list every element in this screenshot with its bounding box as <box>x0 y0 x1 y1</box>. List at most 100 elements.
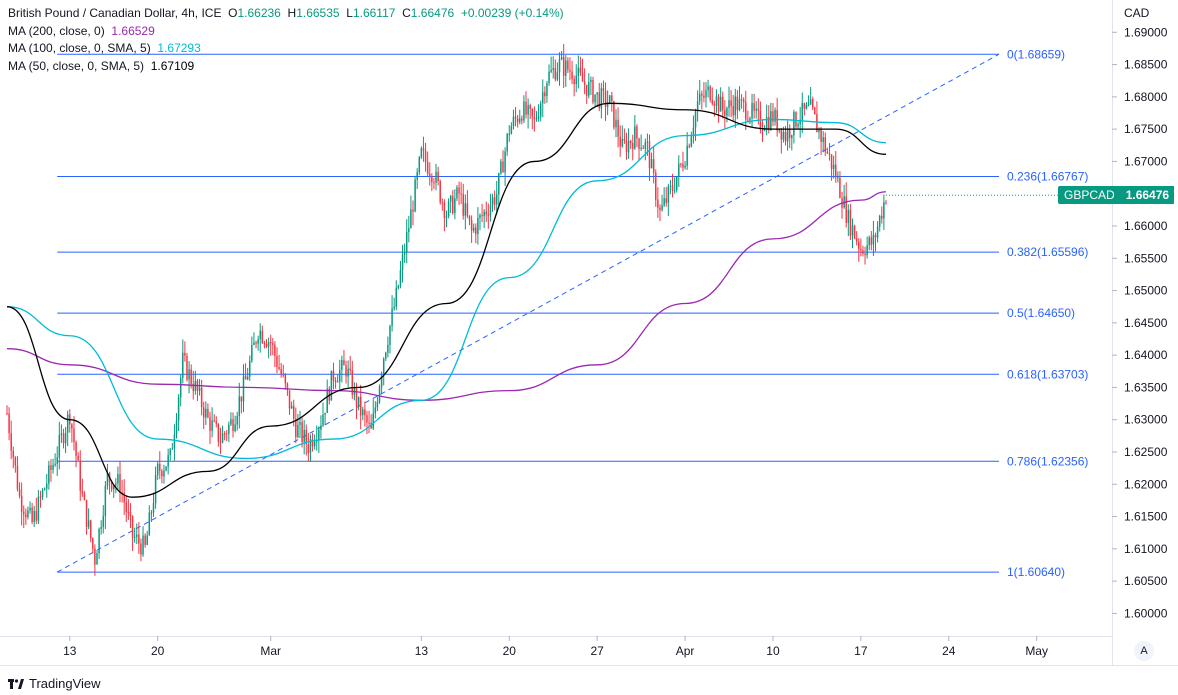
candle-body <box>747 119 749 121</box>
candle-body <box>397 285 400 288</box>
candle-body <box>671 185 674 191</box>
candle-body <box>374 407 377 414</box>
candle-body <box>562 57 565 76</box>
candle-body <box>43 488 46 490</box>
candle-body <box>217 423 220 442</box>
candle-body <box>364 409 366 416</box>
candle-body <box>516 118 519 123</box>
candle-body <box>71 424 73 429</box>
candle-body <box>416 172 418 180</box>
candle-body <box>732 105 734 116</box>
candle-body <box>575 75 577 85</box>
x-tick-label: 24 <box>942 644 956 658</box>
candle-body <box>675 176 678 191</box>
candle-body <box>138 534 140 544</box>
candle-body <box>629 140 632 143</box>
fib-level-label: 0(1.68659) <box>1007 47 1065 61</box>
candle-body <box>604 90 607 107</box>
candle-body <box>849 209 852 236</box>
candle-body <box>31 507 33 522</box>
candle-body <box>529 105 531 109</box>
candle-body <box>493 197 496 205</box>
candle-body <box>583 81 586 85</box>
candle-body <box>881 215 883 219</box>
candle-body <box>136 534 138 537</box>
candle-body <box>198 387 201 391</box>
indicator-ma100[interactable]: MA (100, close, 0, SMA, 5) 1.67293 <box>8 40 564 58</box>
candle-body <box>175 420 178 435</box>
candle-body <box>479 215 481 219</box>
candle-body <box>269 342 272 344</box>
candle-body <box>188 369 190 380</box>
candle-body <box>244 376 247 380</box>
tradingview-logo[interactable]: TradingView <box>8 676 101 691</box>
candle-body <box>182 352 184 378</box>
y-tick-label: 1.63500 <box>1124 380 1168 394</box>
indicator-ma50[interactable]: MA (50, close, 0, SMA, 5) 1.67109 <box>8 58 564 76</box>
candle-body <box>694 111 697 128</box>
ohlc-row: British Pound / Canadian Dollar, 4h, ICE… <box>8 5 564 23</box>
candle-body <box>104 485 107 516</box>
candle-body <box>117 474 119 484</box>
candle-body <box>355 387 358 406</box>
candle-body <box>600 88 603 109</box>
candle-body <box>50 465 52 470</box>
candle-body <box>131 516 134 538</box>
candle-body <box>236 416 238 425</box>
candle-body <box>414 179 416 212</box>
candle-body <box>286 383 289 391</box>
candle-body <box>728 100 730 108</box>
candle-body <box>853 225 856 239</box>
candle-body <box>362 409 364 416</box>
candle-body <box>100 526 102 529</box>
candle-body <box>878 215 881 227</box>
auto-scale-button[interactable]: A <box>1134 641 1154 661</box>
candle-body <box>259 330 261 340</box>
candle-body <box>322 414 324 426</box>
candle-body <box>535 118 538 120</box>
candle-body <box>326 388 328 413</box>
candle-body <box>428 173 431 177</box>
indicator-ma200[interactable]: MA (200, close, 0) 1.66529 <box>8 23 564 41</box>
candle-body <box>512 116 515 127</box>
candle-body <box>385 352 387 359</box>
candle-body <box>240 396 243 402</box>
candle-body <box>56 457 58 464</box>
candle-body <box>129 512 132 517</box>
candle-body <box>303 429 305 442</box>
fib-level-label: 0.236(1.66767) <box>1007 169 1088 183</box>
candle-body <box>332 370 335 381</box>
candle-body <box>89 520 92 539</box>
candle-body <box>382 358 385 376</box>
y-tick-label: 1.67000 <box>1124 154 1168 168</box>
candle-body <box>619 136 621 147</box>
candle-body <box>41 489 44 498</box>
candle-body <box>799 120 801 125</box>
candle-body <box>510 126 513 134</box>
instrument-title: British Pound / Canadian Dollar, 4h, ICE <box>8 6 222 20</box>
candle-body <box>228 424 230 434</box>
x-tick-label: 13 <box>415 644 429 658</box>
candle-body <box>742 99 745 103</box>
candle-body <box>608 95 611 104</box>
candle-body <box>757 108 760 111</box>
candle-body <box>611 95 613 101</box>
candle-body <box>640 147 642 149</box>
candle-body <box>542 92 544 104</box>
axis-currency-label[interactable]: CAD <box>1124 6 1150 20</box>
candle-body <box>504 151 506 173</box>
y-tick-label: 1.68000 <box>1124 90 1168 104</box>
x-tick-label: 27 <box>590 644 604 658</box>
candle-body <box>98 528 100 554</box>
candle-body <box>213 420 215 422</box>
candle-body <box>184 352 186 356</box>
candle-body <box>606 103 609 107</box>
candle-body <box>765 116 768 130</box>
candle-body <box>165 466 167 471</box>
candle-body <box>472 227 475 231</box>
candle-body <box>876 226 879 238</box>
candle-body <box>514 116 517 119</box>
y-tick-label: 1.64500 <box>1124 316 1168 330</box>
candle-body <box>592 79 594 103</box>
